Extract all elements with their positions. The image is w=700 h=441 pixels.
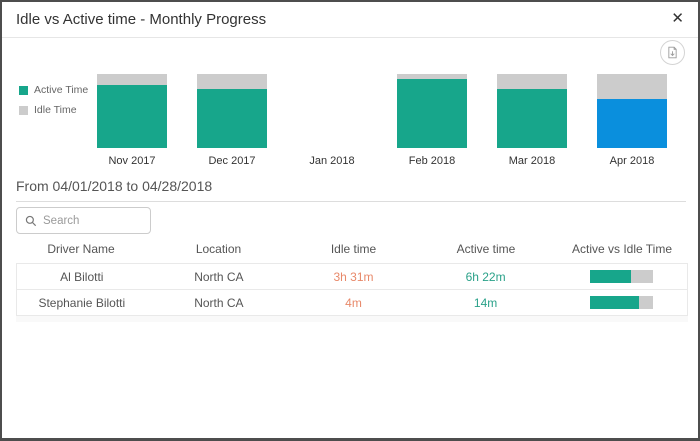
stacked-bar[interactable] (597, 74, 667, 148)
legend-item-label: Active Time (34, 84, 89, 96)
dialog-title: Idle vs Active time - Monthly Progress (16, 11, 267, 28)
active-segment (397, 79, 467, 148)
active-vs-idle-bar (589, 270, 653, 283)
column-header-location[interactable]: Location (195, 242, 242, 256)
idle-segment (497, 74, 567, 89)
period-label: From 04/01/2018 to 04/28/2018 (16, 178, 686, 202)
column-header-active-vs-idle[interactable]: Active vs Idle Time (571, 242, 673, 256)
close-icon[interactable]: ✕ (671, 10, 684, 27)
stacked-bar[interactable] (397, 74, 467, 148)
dialog-header: Idle vs Active time - Monthly Progress ✕ (2, 2, 698, 38)
idle-segment (397, 74, 467, 79)
stacked-bar[interactable] (197, 74, 267, 148)
cell-idle-time: 4m (345, 295, 362, 310)
table-header-row: Driver Name Location Idle time Active ti… (16, 242, 688, 262)
month-label: Apr 2018 (609, 155, 655, 167)
legend-swatch (19, 105, 28, 115)
month-label: Dec 2017 (208, 155, 256, 167)
cell-active-time: 6h 22m (465, 269, 506, 284)
table-row[interactable]: Al Bilotti North CA 3h 31m 6h 22m (16, 263, 688, 290)
month-label: Nov 2017 (108, 155, 156, 167)
active-segment (597, 99, 667, 148)
active-vs-idle-bar (589, 296, 653, 309)
stacked-bar[interactable] (497, 74, 567, 148)
cell-idle-time: 3h 31m (333, 269, 374, 284)
stacked-bar[interactable] (97, 74, 167, 148)
search-input[interactable] (43, 214, 142, 227)
chart-legend: Active Time Idle Time (19, 84, 88, 124)
legend-item[interactable]: Active Time (19, 84, 88, 96)
column-header-driver-name[interactable]: Driver Name (47, 242, 115, 256)
chart-month-slot: Mar 2018 (482, 73, 582, 168)
export-image-icon (666, 46, 679, 59)
table-body: Al Bilotti North CA 3h 31m 6h 22m Stepha… (16, 263, 688, 322)
active-vs-idle-fill (589, 270, 631, 283)
cell-active-time: 14m (473, 295, 498, 310)
search-icon (25, 215, 37, 226)
idle-segment (97, 74, 167, 85)
active-segment (197, 89, 267, 148)
idle-segment (597, 74, 667, 99)
column-header-active-time[interactable]: Active time (456, 242, 516, 256)
chart-month-slot: Jan 2018 (282, 73, 382, 168)
table-row[interactable]: Stephanie Bilotti North CA 4m 14m (16, 289, 688, 316)
idle-segment (197, 74, 267, 89)
cell-driver-name: Al Bilotti (60, 269, 104, 284)
bar-chart: Nov 2017 Dec 2017 Jan 2018 Feb 2018 Mar … (82, 73, 682, 168)
legend-swatch (19, 85, 28, 95)
search-box (16, 207, 151, 234)
cell-location: North CA (194, 269, 244, 284)
month-label: Feb 2018 (408, 155, 456, 167)
cell-active-vs-idle (555, 270, 687, 283)
legend-item-label: Idle Time (34, 104, 77, 116)
active-segment (97, 85, 167, 148)
chart-month-slot: Nov 2017 (82, 73, 182, 168)
chart-month-slot: Feb 2018 (382, 73, 482, 168)
cell-active-vs-idle (555, 296, 687, 309)
active-vs-idle-fill (589, 296, 639, 309)
column-header-idle-time[interactable]: Idle time (330, 242, 377, 256)
export-chart-button[interactable] (660, 40, 685, 65)
chart-month-slot: Dec 2017 (182, 73, 282, 168)
legend-item[interactable]: Idle Time (19, 104, 88, 116)
cell-location: North CA (194, 295, 244, 310)
cell-driver-name: Stephanie Bilotti (38, 295, 126, 310)
active-segment (497, 89, 567, 148)
month-label: Mar 2018 (508, 155, 556, 167)
chart-month-slot: Apr 2018 (582, 73, 682, 168)
month-label: Jan 2018 (309, 155, 355, 167)
